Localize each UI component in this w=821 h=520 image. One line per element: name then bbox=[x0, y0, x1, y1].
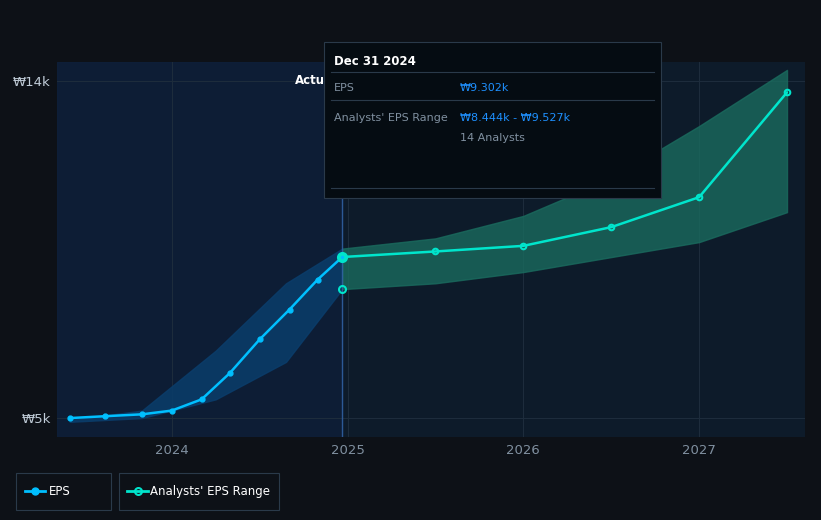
Text: ₩9.302k: ₩9.302k bbox=[460, 83, 509, 94]
Text: EPS: EPS bbox=[49, 485, 71, 498]
Text: ₩8.444k - ₩9.527k: ₩8.444k - ₩9.527k bbox=[460, 113, 570, 123]
Bar bbox=[57, 62, 342, 437]
Text: 14 Analysts: 14 Analysts bbox=[460, 133, 525, 143]
Text: Analysts' EPS Range: Analysts' EPS Range bbox=[334, 113, 448, 123]
Text: EPS: EPS bbox=[334, 83, 355, 94]
Text: Actual: Actual bbox=[295, 74, 337, 87]
Text: Dec 31 2024: Dec 31 2024 bbox=[334, 55, 416, 68]
Text: Analysts' EPS Range: Analysts' EPS Range bbox=[150, 485, 270, 498]
Text: Analysts Forecasts: Analysts Forecasts bbox=[347, 74, 457, 87]
